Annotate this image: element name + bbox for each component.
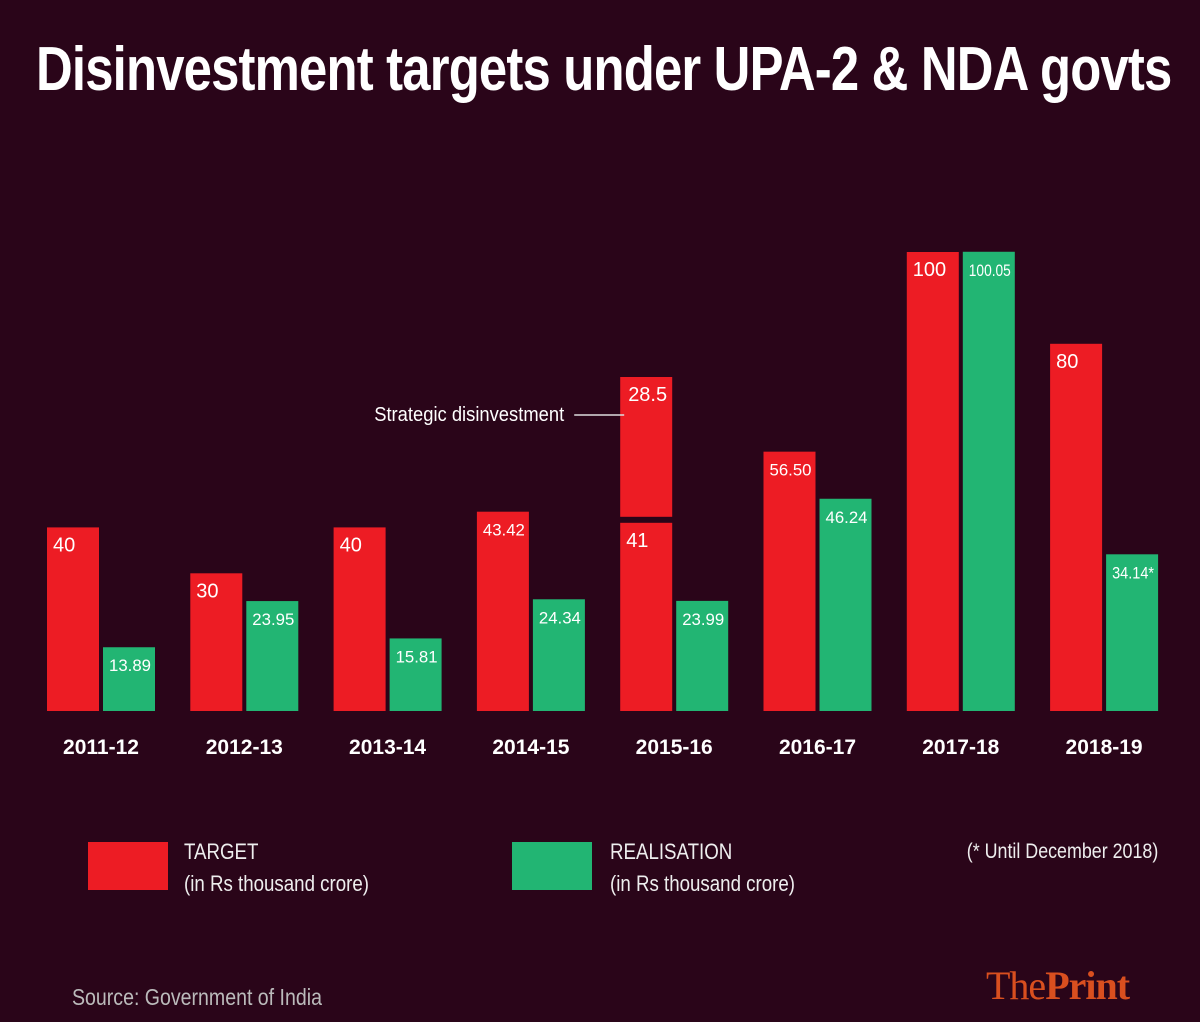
bar-chart: 40 13.89 2011-12 30 23.95 2012-13 40 15.81 2013-… bbox=[47, 251, 1159, 759]
x-tick-label: 2018-19 bbox=[1066, 736, 1143, 759]
realisation-bar bbox=[246, 601, 299, 711]
x-tick-label: 2016-17 bbox=[779, 736, 856, 759]
target-value-label: 100 bbox=[913, 259, 946, 281]
logo-part2: Print bbox=[1045, 963, 1130, 1008]
target-value-label: 40 bbox=[53, 534, 75, 556]
target-bar bbox=[620, 522, 673, 711]
footnote: (* Until December 2018) bbox=[966, 840, 1158, 863]
logo-part1: The bbox=[986, 963, 1046, 1008]
realisation-bar bbox=[819, 498, 872, 711]
legend-realisation: REALISATION (in Rs thousand crore) bbox=[610, 836, 795, 900]
target-value-label: 41 bbox=[626, 530, 648, 552]
target-value-label: 56.50 bbox=[770, 461, 812, 480]
target-bar bbox=[906, 252, 959, 711]
theprint-logo: ThePrint bbox=[986, 962, 1130, 1009]
x-tick-label: 2013-14 bbox=[349, 736, 426, 759]
x-tick-label: 2011-12 bbox=[63, 736, 139, 759]
realisation-value-label: 23.99 bbox=[682, 610, 724, 629]
target-bar bbox=[1050, 343, 1103, 711]
chart-title: Disinvestment targets under UPA-2 & NDA … bbox=[36, 35, 1172, 104]
legend-swatch-realisation bbox=[512, 842, 592, 890]
target-bar bbox=[190, 573, 243, 711]
target-value-label: 80 bbox=[1056, 351, 1078, 373]
legend-realisation-unit: (in Rs thousand crore) bbox=[610, 871, 796, 896]
x-tick-label: 2012-13 bbox=[206, 736, 283, 759]
realisation-bar bbox=[389, 638, 442, 711]
realisation-value-label: 15.81 bbox=[396, 647, 438, 666]
x-tick-label: 2017-18 bbox=[922, 736, 999, 759]
legend-target: TARGET (in Rs thousand crore) bbox=[184, 836, 369, 900]
target-value-label: 40 bbox=[340, 534, 362, 556]
target-bar bbox=[47, 527, 99, 711]
realisation-bar bbox=[1106, 554, 1159, 711]
realisation-bar bbox=[962, 251, 1015, 711]
realisation-value-label: 46.24 bbox=[826, 508, 868, 527]
strategic-value-label: 28.5 bbox=[628, 384, 667, 406]
annotation-strategic-disinvestment: Strategic disinvestment bbox=[374, 404, 564, 426]
target-value-label: 30 bbox=[196, 580, 218, 602]
legend-target-unit: (in Rs thousand crore) bbox=[184, 871, 370, 896]
realisation-value-label: 13.89 bbox=[109, 656, 151, 675]
realisation-bar bbox=[532, 599, 585, 711]
target-bar bbox=[476, 511, 529, 711]
source-note: Source: Government of India bbox=[72, 984, 322, 1010]
realisation-value-label: 23.95 bbox=[252, 610, 294, 629]
strategic-target-bar bbox=[620, 376, 673, 517]
legend-target-label: TARGET bbox=[184, 839, 259, 864]
target-bar bbox=[333, 527, 386, 711]
legend-swatch-target bbox=[88, 842, 168, 890]
realisation-value-label: 24.34 bbox=[539, 608, 581, 627]
realisation-value-label: 34.14* bbox=[1112, 563, 1154, 582]
realisation-value-label: 100.05 bbox=[969, 261, 1011, 280]
realisation-bar bbox=[676, 600, 729, 711]
target-value-label: 43.42 bbox=[483, 521, 525, 540]
realisation-bar bbox=[103, 647, 155, 711]
x-tick-label: 2014-15 bbox=[492, 736, 569, 759]
target-bar bbox=[763, 451, 816, 711]
legend-realisation-label: REALISATION bbox=[610, 839, 733, 864]
x-tick-label: 2015-16 bbox=[636, 736, 713, 759]
